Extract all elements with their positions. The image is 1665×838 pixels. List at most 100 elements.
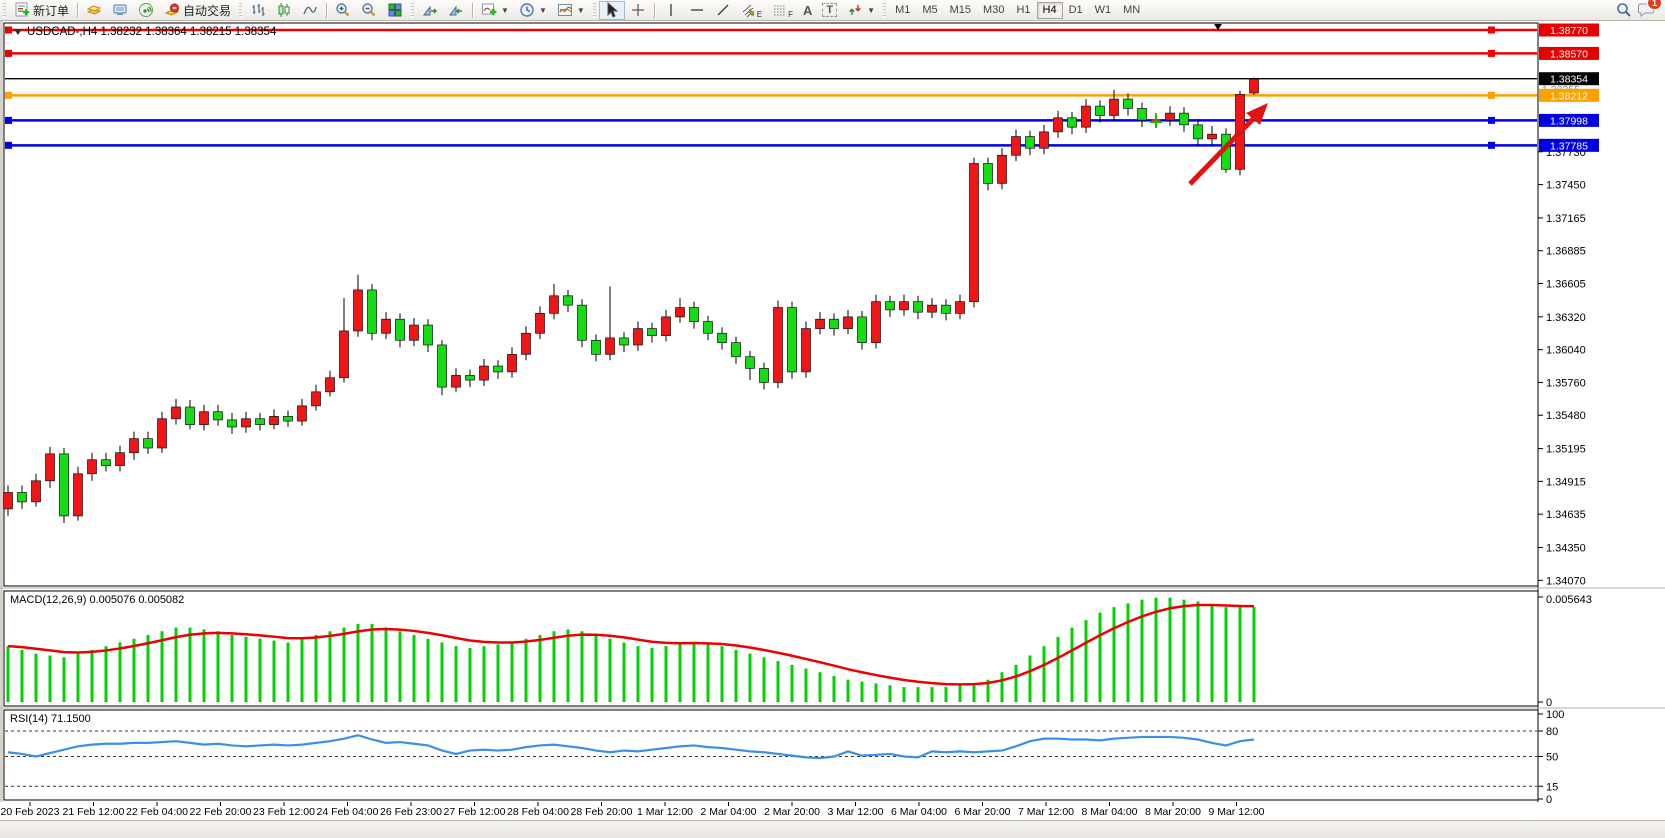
timeframe-h1[interactable]: H1 bbox=[1016, 4, 1031, 16]
timeframe-m15[interactable]: M15 bbox=[949, 4, 972, 16]
toolbar-right-group: 1 bbox=[1616, 0, 1665, 20]
crosshair-icon bbox=[631, 4, 644, 16]
svg-text:1.38570: 1.38570 bbox=[1550, 48, 1588, 60]
toolbar-drag-handle[interactable] bbox=[239, 2, 243, 18]
svg-text:2 Mar 04:00: 2 Mar 04:00 bbox=[700, 806, 756, 818]
auto-trading-button[interactable]: 自动交易 bbox=[159, 1, 236, 20]
data-window-button[interactable] bbox=[107, 1, 133, 20]
toolbar-drag-handle[interactable] bbox=[592, 2, 596, 18]
new-order-label: 新订单 bbox=[33, 3, 70, 18]
equidistant-channel-tool-button[interactable]: E bbox=[736, 1, 767, 20]
crosshair-tool-button[interactable] bbox=[625, 1, 651, 20]
status-bar bbox=[0, 820, 1665, 838]
data-window-icon bbox=[113, 4, 127, 15]
timeframe-mn[interactable]: MN bbox=[1123, 4, 1141, 16]
chevron-down-icon: ▼ bbox=[538, 5, 547, 15]
chart-area[interactable]: 1.37730 1.37450 1.37165 1.36885 1.36605 1.363… bbox=[0, 21, 1665, 820]
timeframe-m5[interactable]: M5 bbox=[922, 4, 938, 16]
svg-text:24 Feb 04:00: 24 Feb 04:00 bbox=[317, 806, 379, 818]
svg-text:1.37785: 1.37785 bbox=[1550, 140, 1588, 152]
auto-trading-icon bbox=[164, 3, 180, 16]
trendline-tool-button[interactable] bbox=[710, 1, 736, 20]
svg-text:28 Feb 04:00: 28 Feb 04:00 bbox=[507, 806, 569, 818]
toolbar-drag-handle[interactable] bbox=[411, 2, 415, 18]
svg-text:1.38770: 1.38770 bbox=[1550, 25, 1588, 37]
periods-button[interactable]: ▼ bbox=[514, 1, 552, 20]
svg-text:1.34635: 1.34635 bbox=[1546, 509, 1586, 521]
toolbar-drag-handle[interactable] bbox=[3, 2, 6, 18]
timeframe-w1[interactable]: W1 bbox=[1094, 4, 1112, 16]
svg-text:1.36320: 1.36320 bbox=[1546, 312, 1586, 324]
add-indicator-button[interactable]: ▼ bbox=[476, 1, 514, 20]
svg-text:RSI(14) 71.1500: RSI(14) 71.1500 bbox=[10, 713, 91, 725]
equidistant-channel-icon bbox=[742, 4, 755, 18]
svg-text:27 Feb 12:00: 27 Feb 12:00 bbox=[444, 806, 506, 818]
svg-text:1.36885: 1.36885 bbox=[1546, 246, 1586, 258]
svg-text:15: 15 bbox=[1546, 781, 1558, 793]
chevron-down-icon: ▼ bbox=[867, 5, 876, 15]
svg-text:2 Mar 20:00: 2 Mar 20:00 bbox=[764, 806, 820, 818]
signal-icon bbox=[139, 3, 154, 17]
horizontal-line-tool-button[interactable] bbox=[684, 1, 710, 20]
text-tool-icon: A bbox=[803, 2, 813, 18]
tile-windows-button[interactable] bbox=[382, 1, 408, 20]
svg-text:USDCAD-,H4 1.38232 1.38364 1.3: USDCAD-,H4 1.38232 1.38364 1.38215 1.383… bbox=[27, 26, 277, 38]
svg-text:1.37998: 1.37998 bbox=[1550, 115, 1588, 127]
text-label-tool-button[interactable]: T bbox=[817, 1, 842, 20]
svg-text:22 Feb 20:00: 22 Feb 20:00 bbox=[190, 806, 252, 818]
svg-text:20 Feb 2023: 20 Feb 2023 bbox=[1, 806, 60, 818]
timeframe-h4[interactable]: H4 bbox=[1036, 1, 1063, 19]
zoom-out-button[interactable] bbox=[356, 1, 382, 20]
timeframe-d1[interactable]: D1 bbox=[1068, 4, 1083, 16]
svg-text:MACD(12,26,9) 0.005076 0.00508: MACD(12,26,9) 0.005076 0.005082 bbox=[10, 594, 184, 606]
svg-text:100: 100 bbox=[1546, 709, 1564, 721]
svg-text:6 Mar 20:00: 6 Mar 20:00 bbox=[954, 806, 1010, 818]
svg-text:1.37450: 1.37450 bbox=[1546, 180, 1586, 192]
candlestick-chart-button[interactable] bbox=[271, 1, 297, 20]
bar-chart-button[interactable] bbox=[245, 1, 271, 20]
svg-text:1.37165: 1.37165 bbox=[1546, 213, 1586, 225]
zoom-in-button[interactable] bbox=[330, 1, 356, 20]
templates-button[interactable]: ▼ bbox=[552, 1, 590, 20]
market-watch-button[interactable] bbox=[81, 1, 107, 20]
svg-text:26 Feb 23:00: 26 Feb 23:00 bbox=[380, 806, 442, 818]
text-label-tool-icon: T bbox=[822, 3, 838, 17]
line-chart-button[interactable] bbox=[297, 1, 323, 20]
indicator-list-button[interactable] bbox=[443, 1, 469, 20]
chat-button[interactable]: 1 bbox=[1638, 0, 1662, 20]
cursor-tool-button[interactable] bbox=[598, 0, 625, 20]
svg-text:50: 50 bbox=[1546, 752, 1558, 764]
indicator-window-button[interactable] bbox=[417, 1, 443, 20]
timeframe-group: M1 M5 M15 M30 H1 H4 D1 W1 MN bbox=[889, 1, 1146, 19]
tile-windows-icon bbox=[388, 3, 402, 17]
timeframe-m30[interactable]: M30 bbox=[983, 4, 1005, 16]
zoom-out-icon bbox=[362, 3, 376, 17]
timeframe-m1[interactable]: M1 bbox=[895, 4, 911, 16]
fibonacci-tool-button[interactable]: F bbox=[767, 1, 798, 20]
fibo-tool-sub-label: F bbox=[788, 9, 794, 19]
template-icon bbox=[557, 4, 572, 16]
svg-text:22 Feb 04:00: 22 Feb 04:00 bbox=[126, 806, 188, 818]
svg-text:1.34915: 1.34915 bbox=[1546, 476, 1586, 488]
signal-button[interactable] bbox=[133, 1, 159, 20]
market-watch-icon bbox=[86, 5, 102, 15]
main-toolbar: 新订单 自动交易 bbox=[0, 0, 1665, 21]
new-order-button[interactable]: 新订单 bbox=[9, 1, 74, 20]
candlestick-chart-icon bbox=[278, 3, 290, 17]
indicator-list-icon bbox=[449, 5, 463, 16]
svg-text:1.34350: 1.34350 bbox=[1546, 543, 1586, 555]
indicator-window-icon bbox=[423, 5, 438, 16]
vertical-line-tool-button[interactable] bbox=[658, 1, 684, 20]
svg-text:0: 0 bbox=[1546, 794, 1552, 806]
channel-tool-sub-label: E bbox=[756, 9, 763, 19]
toolbar-drag-handle[interactable] bbox=[883, 2, 887, 18]
cursor-icon bbox=[607, 2, 619, 18]
auto-trading-label: 自动交易 bbox=[183, 3, 232, 18]
search-icon[interactable] bbox=[1616, 2, 1632, 18]
arrows-tool-button[interactable]: ▼ bbox=[842, 1, 880, 20]
separator bbox=[472, 2, 474, 18]
text-tool-button[interactable]: A bbox=[798, 1, 817, 20]
line-chart-icon bbox=[303, 6, 317, 15]
horizontal-line-icon bbox=[690, 9, 703, 11]
